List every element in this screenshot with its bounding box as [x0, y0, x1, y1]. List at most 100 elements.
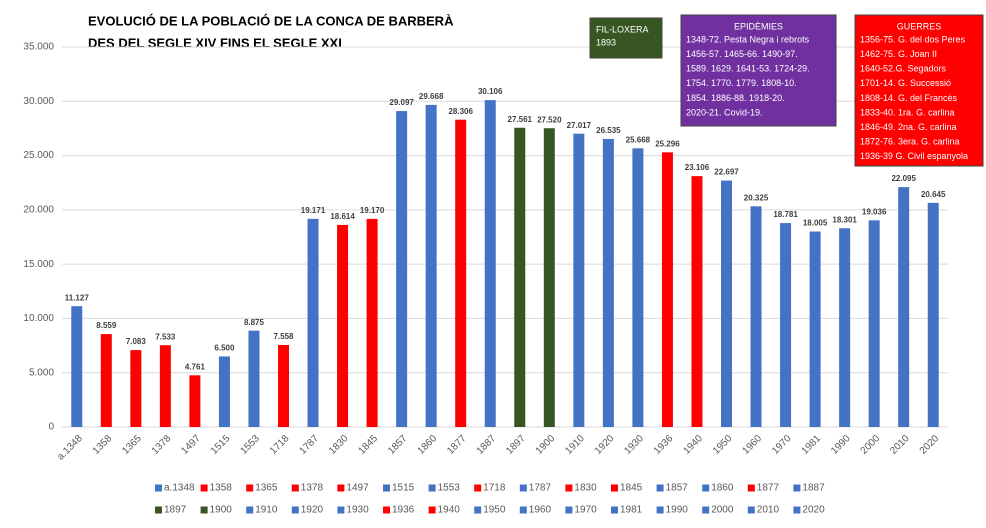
x-tick-label: 1970 — [770, 433, 794, 457]
x-tick-label: 1900 — [534, 433, 558, 457]
legend-swatch — [565, 506, 573, 514]
x-tick-label: 1365 — [120, 433, 144, 457]
legend-swatch — [747, 484, 755, 492]
bar — [632, 148, 644, 428]
legend-label: 2020 — [802, 505, 825, 516]
legend-swatch — [246, 484, 254, 492]
data-label: 22.095 — [891, 174, 916, 183]
x-tick-label: 1930 — [622, 433, 646, 457]
bar — [868, 220, 880, 427]
data-label: 11.127 — [65, 293, 90, 302]
data-label: 4.761 — [185, 362, 206, 371]
x-tick-label: 1960 — [741, 433, 765, 457]
data-label: 20.325 — [744, 193, 769, 202]
legend-label: 1497 — [346, 483, 369, 494]
legend-label: 1877 — [757, 483, 780, 494]
bar — [543, 128, 555, 427]
legend-swatch — [565, 484, 573, 492]
legend-swatch — [747, 506, 755, 514]
bar — [691, 176, 703, 427]
bar — [130, 350, 142, 427]
legend-label: 1887 — [802, 483, 825, 494]
legend-label: 1960 — [529, 505, 552, 516]
legend-label: 1860 — [711, 483, 734, 494]
annotation-box — [589, 17, 663, 59]
y-tick-label: 5.000 — [29, 367, 54, 378]
chart-subtitle: DES DEL SEGLE XIV FINS EL SEGLE XXI — [88, 35, 342, 50]
data-label: 29.668 — [419, 92, 444, 101]
legend-swatch — [200, 484, 208, 492]
x-tick-label: 1378 — [150, 433, 174, 457]
y-tick-label: 20.000 — [23, 204, 54, 215]
x-tick-label: 2000 — [859, 433, 883, 457]
legend-swatch — [383, 484, 390, 492]
chart-title: EVOLUCIÓ DE LA POBLACIÓ DE LA CONCA DE B… — [88, 13, 454, 28]
legend-swatch — [246, 506, 254, 514]
data-label: 27.017 — [567, 121, 592, 130]
annotation-line: 1701-14. G. Successió — [860, 78, 951, 88]
bar — [366, 218, 378, 427]
legend-swatch — [702, 484, 710, 492]
annotation-line: 1754. 1770. 1779. 1808-10. — [686, 78, 797, 88]
bar — [927, 202, 939, 427]
data-label: 20.645 — [921, 190, 946, 199]
bar — [839, 228, 851, 427]
x-tick-label: 1787 — [298, 433, 322, 457]
legend-label: 1845 — [620, 483, 643, 494]
x-tick-label: 1857 — [386, 433, 410, 457]
x-tick-label: a.1348 — [55, 433, 85, 463]
legend-label: 1857 — [666, 483, 689, 494]
x-tick-label: 1877 — [445, 433, 469, 457]
bar — [455, 119, 467, 428]
bar — [189, 375, 201, 427]
bar — [898, 187, 910, 427]
y-tick-label: 35.000 — [23, 42, 54, 53]
x-tick-label: 1920 — [593, 433, 617, 457]
bar — [248, 330, 260, 427]
legend-label: 1950 — [483, 505, 506, 516]
annotation-box — [854, 14, 984, 167]
legend-label: 1940 — [438, 505, 461, 516]
data-label: 22.697 — [714, 168, 739, 177]
y-tick-label: 30.000 — [23, 96, 54, 107]
legend-label: 1358 — [210, 483, 233, 494]
legend-label: 1930 — [346, 505, 369, 516]
legend-label: 1553 — [438, 483, 461, 494]
legend-label: 1515 — [392, 483, 415, 494]
x-tick-label: 2010 — [888, 433, 912, 457]
bar — [278, 344, 289, 427]
x-tick-label: 1940 — [681, 433, 705, 457]
annotation-line: 1640-52.G. Segadors — [860, 64, 947, 74]
data-label: 25.296 — [655, 139, 680, 148]
annotation-line: 1808-14. G. del Francès — [860, 93, 958, 103]
bar — [100, 334, 112, 427]
x-tick-label: 1950 — [711, 433, 735, 457]
legend-label: 1378 — [301, 483, 324, 494]
bar — [780, 223, 792, 427]
data-label: 23.106 — [685, 163, 710, 172]
data-label: 27.520 — [537, 115, 562, 124]
legend-swatch — [337, 484, 345, 492]
legend-swatch — [656, 484, 664, 492]
legend-label: a.1348 — [164, 483, 195, 494]
annotation-line: 1589. 1629. 1641-53. 1724-29. — [686, 64, 810, 74]
legend-label: 1910 — [255, 505, 278, 516]
data-label: 28.306 — [448, 107, 473, 116]
legend-swatch — [428, 506, 436, 514]
bar — [514, 127, 526, 427]
x-tick-label: 1860 — [416, 433, 440, 457]
legend-swatch — [383, 506, 390, 514]
data-label: 6.500 — [214, 344, 235, 353]
legend-label: 1787 — [529, 483, 552, 494]
bar — [307, 218, 319, 427]
x-tick-label: 1887 — [475, 433, 499, 457]
annotation-box — [680, 14, 837, 127]
annotation-line: 1846-49. 2na. G. carlina — [860, 122, 957, 132]
legend-swatch — [291, 506, 299, 514]
legend-label: 1981 — [620, 505, 643, 516]
x-tick-label: 1897 — [504, 433, 528, 457]
annotation-line: 1456-57. 1465-66. 1490-97. — [686, 49, 798, 59]
legend-swatch — [611, 506, 618, 514]
legend-label: 2000 — [711, 505, 734, 516]
legend-swatch — [291, 484, 299, 492]
